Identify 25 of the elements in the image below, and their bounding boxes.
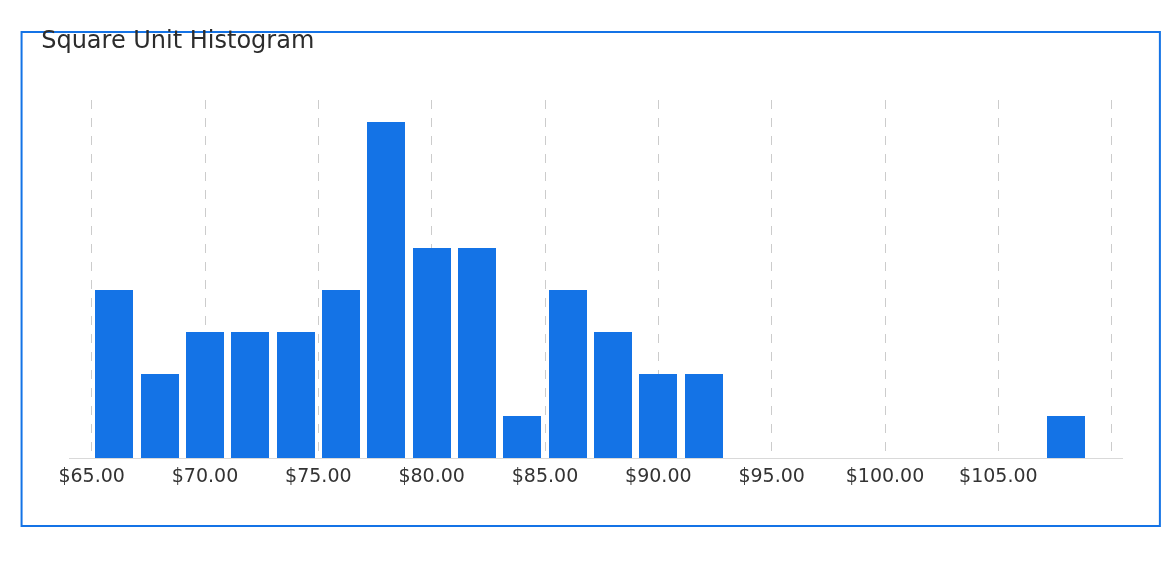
x-tick-label: $105.00 — [959, 463, 1038, 486]
bar — [549, 290, 587, 458]
chart-title: Square Unit Histogram — [41, 26, 315, 55]
x-tick-label: $80.00 — [398, 463, 465, 486]
bar — [231, 332, 269, 458]
x-tick-label: $65.00 — [58, 463, 125, 486]
bar — [277, 332, 315, 458]
x-tick-label: $85.00 — [511, 463, 579, 486]
x-tick-label: $100.00 — [845, 463, 925, 486]
bar — [367, 122, 405, 458]
bar — [1047, 416, 1085, 458]
x-tick-label: $75.00 — [285, 463, 352, 486]
bar — [322, 290, 360, 458]
bar — [639, 374, 677, 458]
x-tick-label: $95.00 — [738, 463, 805, 486]
bar — [458, 248, 496, 458]
bar — [141, 374, 179, 458]
bar — [685, 374, 723, 458]
bar — [503, 416, 541, 458]
bar — [186, 332, 224, 458]
bar — [95, 290, 133, 458]
bar — [413, 248, 451, 458]
bar — [594, 332, 632, 458]
x-tick-label: $90.00 — [625, 463, 692, 486]
x-tick-label: $70.00 — [171, 463, 239, 486]
